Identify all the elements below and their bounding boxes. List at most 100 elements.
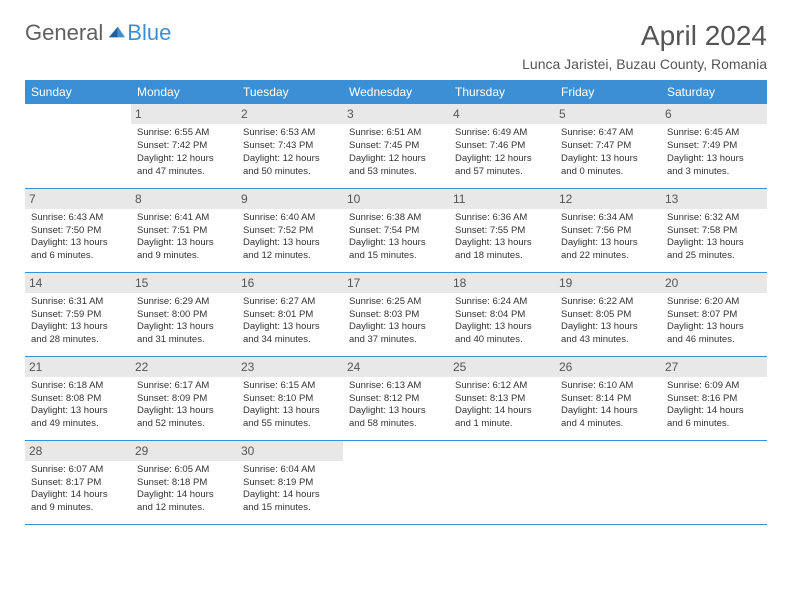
- day-number: 21: [25, 357, 131, 377]
- day-number: 2: [237, 104, 343, 124]
- day-details: Sunrise: 6:51 AMSunset: 7:45 PMDaylight:…: [349, 127, 443, 178]
- weekday-header: Monday: [131, 80, 237, 104]
- calendar-day-cell: 28 Sunrise: 6:07 AMSunset: 8:17 PMDayligh…: [25, 440, 131, 524]
- calendar-day-cell: 17 Sunrise: 6:25 AMSunset: 8:03 PMDayligh…: [343, 272, 449, 356]
- page-header: General Blue April 2024 Lunca Jaristei, …: [25, 20, 767, 72]
- weekday-header: Thursday: [449, 80, 555, 104]
- day-number: 18: [449, 273, 555, 293]
- calendar-day-cell: 13 Sunrise: 6:32 AMSunset: 7:58 PMDayligh…: [661, 188, 767, 272]
- day-number: 11: [449, 189, 555, 209]
- day-details: Sunrise: 6:05 AMSunset: 8:18 PMDaylight:…: [137, 464, 231, 515]
- weekday-header: Wednesday: [343, 80, 449, 104]
- calendar-day-cell: 9 Sunrise: 6:40 AMSunset: 7:52 PMDaylight…: [237, 188, 343, 272]
- day-number: 26: [555, 357, 661, 377]
- calendar-day-cell: 25Sunrise: 6:12 AMSunset: 8:13 PMDayligh…: [449, 356, 555, 440]
- day-details: Sunrise: 6:55 AMSunset: 7:42 PMDaylight:…: [137, 127, 231, 178]
- calendar-day-cell: [25, 104, 131, 188]
- calendar-day-cell: [555, 440, 661, 524]
- day-details: Sunrise: 6:40 AMSunset: 7:52 PMDaylight:…: [243, 212, 337, 263]
- calendar-day-cell: 12 Sunrise: 6:34 AMSunset: 7:56 PMDayligh…: [555, 188, 661, 272]
- calendar-week-row: 1 Sunrise: 6:55 AMSunset: 7:42 PMDaylight…: [25, 104, 767, 188]
- day-details: Sunrise: 6:36 AMSunset: 7:55 PMDaylight:…: [455, 212, 549, 263]
- day-details: Sunrise: 6:43 AMSunset: 7:50 PMDaylight:…: [31, 212, 125, 263]
- calendar-day-cell: [661, 440, 767, 524]
- day-details: Sunrise: 6:25 AMSunset: 8:03 PMDaylight:…: [349, 296, 443, 347]
- calendar-day-cell: 4Sunrise: 6:49 AMSunset: 7:46 PMDaylight…: [449, 104, 555, 188]
- calendar-week-row: 28 Sunrise: 6:07 AMSunset: 8:17 PMDayligh…: [25, 440, 767, 524]
- day-number: 17: [343, 273, 449, 293]
- calendar-day-cell: 24 Sunrise: 6:13 AMSunset: 8:12 PMDayligh…: [343, 356, 449, 440]
- logo-text-general: General: [25, 20, 103, 46]
- calendar-day-cell: 15Sunrise: 6:29 AMSunset: 8:00 PMDayligh…: [131, 272, 237, 356]
- day-details: Sunrise: 6:04 AMSunset: 8:19 PMDaylight:…: [243, 464, 337, 515]
- day-details: Sunrise: 6:34 AMSunset: 7:56 PMDaylight:…: [561, 212, 655, 263]
- calendar-day-cell: 8 Sunrise: 6:41 AMSunset: 7:51 PMDaylight…: [131, 188, 237, 272]
- day-details: Sunrise: 6:20 AMSunset: 8:07 PMDaylight:…: [667, 296, 761, 347]
- day-number: 5: [555, 104, 661, 124]
- day-details: Sunrise: 6:31 AMSunset: 7:59 PMDaylight:…: [31, 296, 125, 347]
- calendar-day-cell: 14 Sunrise: 6:31 AMSunset: 7:59 PMDayligh…: [25, 272, 131, 356]
- weekday-header: Friday: [555, 80, 661, 104]
- calendar-day-cell: 1 Sunrise: 6:55 AMSunset: 7:42 PMDaylight…: [131, 104, 237, 188]
- day-number: 23: [237, 357, 343, 377]
- calendar-day-cell: 30 Sunrise: 6:04 AMSunset: 8:19 PMDayligh…: [237, 440, 343, 524]
- day-number: 22: [131, 357, 237, 377]
- calendar-day-cell: 19 Sunrise: 6:22 AMSunset: 8:05 PMDayligh…: [555, 272, 661, 356]
- day-number: 20: [661, 273, 767, 293]
- logo-text-blue: Blue: [127, 20, 171, 46]
- calendar-day-cell: 26Sunrise: 6:10 AMSunset: 8:14 PMDayligh…: [555, 356, 661, 440]
- day-number: 27: [661, 357, 767, 377]
- day-details: Sunrise: 6:09 AMSunset: 8:16 PMDaylight:…: [667, 380, 761, 431]
- day-number: 19: [555, 273, 661, 293]
- day-details: Sunrise: 6:38 AMSunset: 7:54 PMDaylight:…: [349, 212, 443, 263]
- calendar-day-cell: 11 Sunrise: 6:36 AMSunset: 7:55 PMDayligh…: [449, 188, 555, 272]
- day-details: Sunrise: 6:27 AMSunset: 8:01 PMDaylight:…: [243, 296, 337, 347]
- day-details: Sunrise: 6:18 AMSunset: 8:08 PMDaylight:…: [31, 380, 125, 431]
- brand-logo: General Blue: [25, 20, 171, 46]
- calendar-day-cell: 29 Sunrise: 6:05 AMSunset: 8:18 PMDayligh…: [131, 440, 237, 524]
- day-number: 1: [131, 104, 237, 124]
- calendar-week-row: 21 Sunrise: 6:18 AMSunset: 8:08 PMDayligh…: [25, 356, 767, 440]
- day-number: 13: [661, 189, 767, 209]
- day-details: Sunrise: 6:53 AMSunset: 7:43 PMDaylight:…: [243, 127, 337, 178]
- day-number: 24: [343, 357, 449, 377]
- weekday-header-row: SundayMondayTuesdayWednesdayThursdayFrid…: [25, 80, 767, 104]
- day-number: 29: [131, 441, 237, 461]
- day-number: 30: [237, 441, 343, 461]
- calendar-day-cell: 22Sunrise: 6:17 AMSunset: 8:09 PMDayligh…: [131, 356, 237, 440]
- calendar-table: SundayMondayTuesdayWednesdayThursdayFrid…: [25, 80, 767, 525]
- calendar-day-cell: 2 Sunrise: 6:53 AMSunset: 7:43 PMDaylight…: [237, 104, 343, 188]
- day-details: Sunrise: 6:41 AMSunset: 7:51 PMDaylight:…: [137, 212, 231, 263]
- calendar-day-cell: [343, 440, 449, 524]
- month-year: April 2024: [522, 20, 767, 52]
- calendar-week-row: 7Sunrise: 6:43 AMSunset: 7:50 PMDaylight…: [25, 188, 767, 272]
- day-details: Sunrise: 6:13 AMSunset: 8:12 PMDaylight:…: [349, 380, 443, 431]
- day-number: 4: [449, 104, 555, 124]
- day-number: 16: [237, 273, 343, 293]
- day-number: 25: [449, 357, 555, 377]
- calendar-day-cell: [449, 440, 555, 524]
- calendar-day-cell: 10Sunrise: 6:38 AMSunset: 7:54 PMDayligh…: [343, 188, 449, 272]
- day-details: Sunrise: 6:22 AMSunset: 8:05 PMDaylight:…: [561, 296, 655, 347]
- calendar-day-cell: 27 Sunrise: 6:09 AMSunset: 8:16 PMDayligh…: [661, 356, 767, 440]
- day-number: 8: [131, 189, 237, 209]
- triangle-icon: [107, 23, 125, 41]
- location-text: Lunca Jaristei, Buzau County, Romania: [522, 56, 767, 72]
- day-details: Sunrise: 6:15 AMSunset: 8:10 PMDaylight:…: [243, 380, 337, 431]
- calendar-day-cell: 7Sunrise: 6:43 AMSunset: 7:50 PMDaylight…: [25, 188, 131, 272]
- calendar-day-cell: 6Sunrise: 6:45 AMSunset: 7:49 PMDaylight…: [661, 104, 767, 188]
- calendar-week-row: 14 Sunrise: 6:31 AMSunset: 7:59 PMDayligh…: [25, 272, 767, 356]
- day-number: 12: [555, 189, 661, 209]
- day-number: 9: [237, 189, 343, 209]
- weekday-header: Tuesday: [237, 80, 343, 104]
- calendar-day-cell: 3 Sunrise: 6:51 AMSunset: 7:45 PMDaylight…: [343, 104, 449, 188]
- day-number: 3: [343, 104, 449, 124]
- day-details: Sunrise: 6:07 AMSunset: 8:17 PMDaylight:…: [31, 464, 125, 515]
- day-details: Sunrise: 6:24 AMSunset: 8:04 PMDaylight:…: [455, 296, 549, 347]
- day-number: 14: [25, 273, 131, 293]
- calendar-day-cell: 23 Sunrise: 6:15 AMSunset: 8:10 PMDayligh…: [237, 356, 343, 440]
- day-number: 15: [131, 273, 237, 293]
- calendar-day-cell: 16 Sunrise: 6:27 AMSunset: 8:01 PMDayligh…: [237, 272, 343, 356]
- day-details: Sunrise: 6:32 AMSunset: 7:58 PMDaylight:…: [667, 212, 761, 263]
- day-number: 28: [25, 441, 131, 461]
